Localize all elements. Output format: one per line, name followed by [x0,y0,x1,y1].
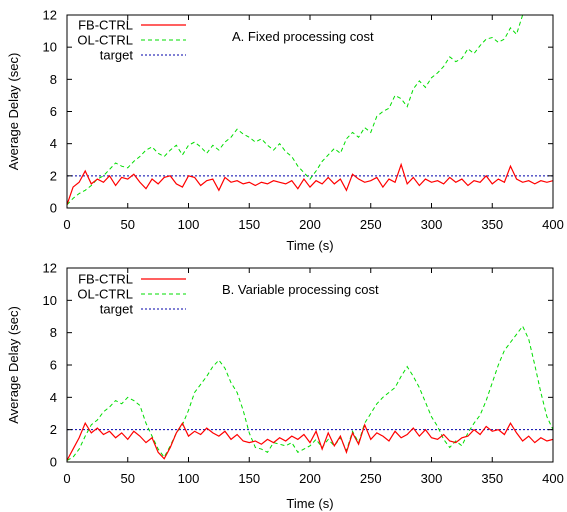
panel-variable-cost-frame [66,267,554,463]
y-tick-label: 12 [43,261,57,276]
x-tick-label: 250 [360,217,382,232]
y-tick-label: 4 [50,390,57,405]
x-tick-label: 50 [121,471,135,486]
x-tick-label: 0 [63,217,70,232]
panel-variable-cost-plot-area [67,325,553,461]
series-line-fb-ctrl [67,162,553,205]
x-tick-label: 300 [421,471,443,486]
panel-variable-cost-annotation: B. Variable processing cost [222,282,379,297]
y-tick-label: 2 [50,422,57,437]
y-tick-label: 10 [43,40,57,55]
panel-variable-cost: 0 50 100 150 200 250 300 350 400 0 2 4 6 8 10 12 B. Var… [6,261,564,512]
panel-variable-cost-x-axis-label: Time (s) [286,496,333,511]
panel-variable-cost-y-axis-label: Average Delay (sec) [6,306,21,424]
series-line-ol-ctrl [67,325,553,461]
series-line-fb-ctrl [67,421,553,461]
legend-label-fb-ctrl: FB-CTRL [78,18,133,33]
panel-fixed-cost-ticks: 0 50 100 150 200 250 300 350 400 0 2 4 6 8 10 12 [43,8,564,233]
y-tick-label: 10 [43,293,57,308]
x-tick-label: 300 [421,217,443,232]
legend-label-target: target [100,302,134,317]
panel-fixed-cost-x-axis-label: Time (s) [286,238,333,253]
legend-label-fb-ctrl: FB-CTRL [78,272,133,287]
x-tick-label: 250 [360,471,382,486]
y-tick-label: 8 [50,72,57,87]
y-tick-label: 6 [50,358,57,373]
y-tick-label: 0 [50,201,57,216]
x-tick-label: 400 [542,471,564,486]
legend-label-target: target [100,48,134,63]
x-tick-label: 100 [178,471,200,486]
y-tick-label: 6 [50,104,57,119]
y-tick-label: 8 [50,325,57,340]
x-tick-label: 150 [238,471,260,486]
legend-label-ol-ctrl: OL-CTRL [77,287,133,302]
legend-label-ol-ctrl: OL-CTRL [77,33,133,48]
x-tick-label: 350 [481,217,503,232]
x-tick-label: 100 [178,217,200,232]
x-tick-label: 0 [63,471,70,486]
x-tick-label: 400 [542,217,564,232]
x-tick-label: 200 [299,471,321,486]
panel-fixed-cost-plot-area [67,15,553,206]
x-tick-label: 350 [481,471,503,486]
panel-fixed-cost: 0 50 100 150 200 250 300 350 400 0 2 4 6 8 10 12 A. Fix… [6,8,564,254]
panel-variable-cost-ticks: 0 50 100 150 200 250 300 350 400 0 2 4 6 8 10 12 [43,261,564,487]
x-tick-label: 200 [299,217,321,232]
x-tick-label: 50 [121,217,135,232]
panel-fixed-cost-legend: FB-CTRL OL-CTRL target [77,18,186,63]
panel-variable-cost-legend: FB-CTRL OL-CTRL target [77,272,186,317]
panel-fixed-cost-y-axis-label: Average Delay (sec) [6,53,21,171]
y-tick-label: 12 [43,8,57,23]
series-line-ol-ctrl [67,15,524,206]
y-tick-label: 4 [50,136,57,151]
y-tick-label: 2 [50,168,57,183]
x-tick-label: 150 [238,217,260,232]
panel-fixed-cost-annotation: A. Fixed processing cost [232,29,374,44]
y-tick-label: 0 [50,455,57,470]
